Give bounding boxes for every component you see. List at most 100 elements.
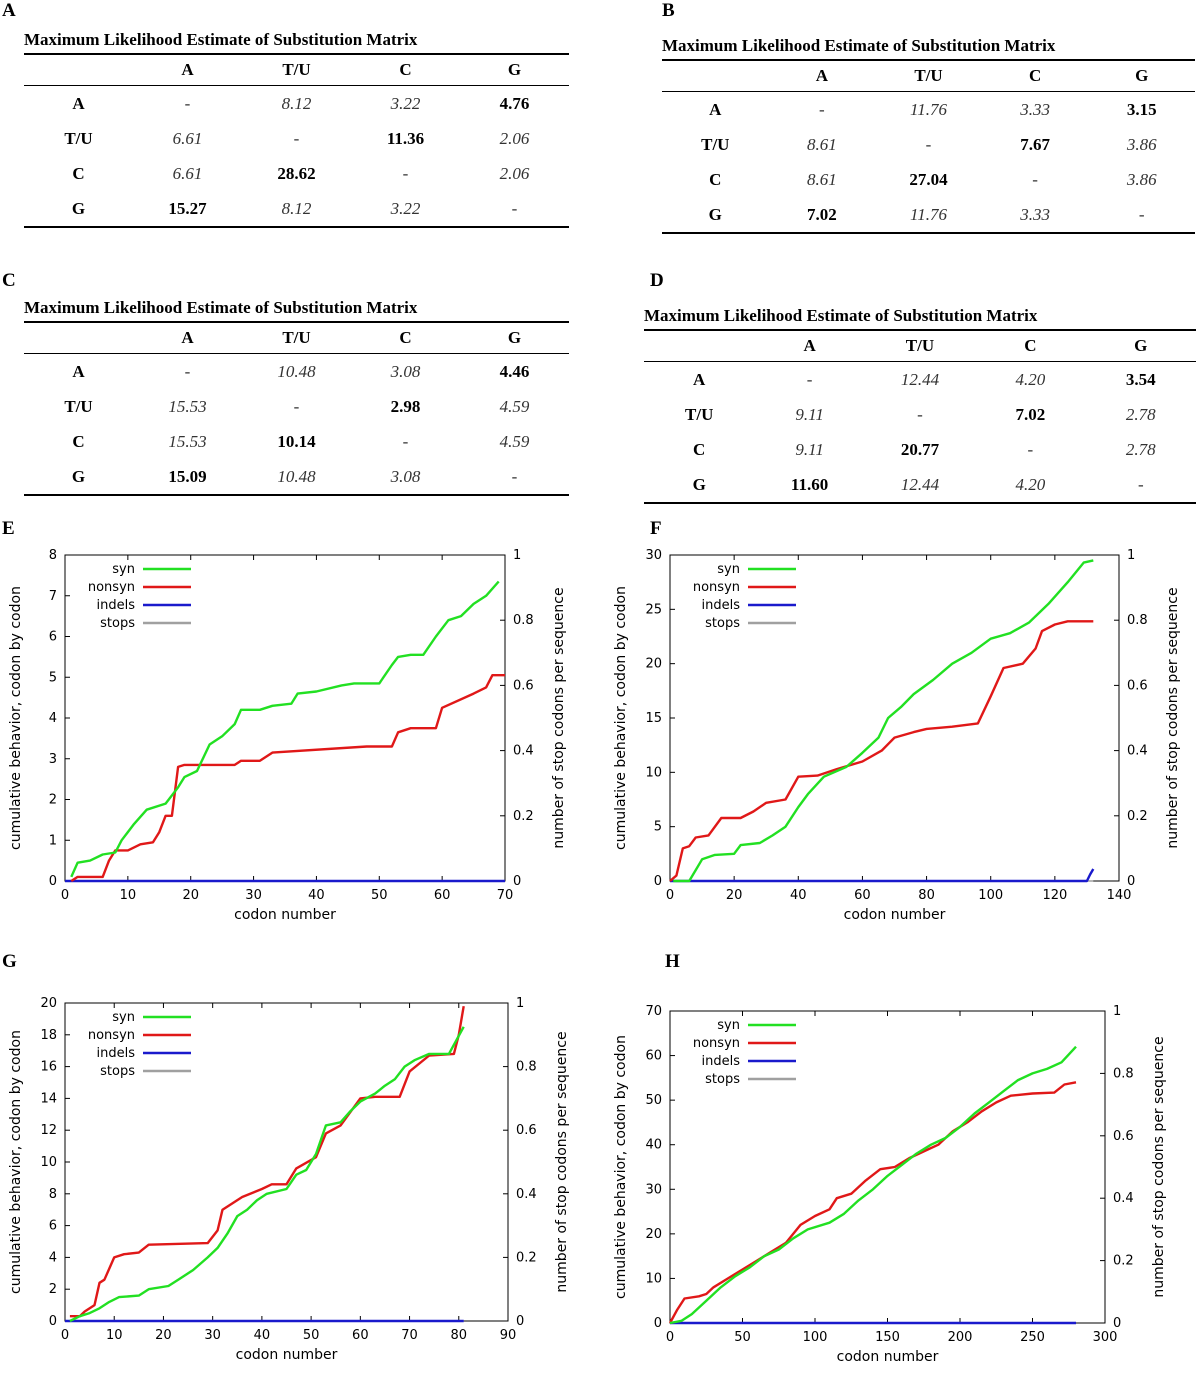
panel-letter-a: A bbox=[2, 0, 16, 21]
substitution-table-b: Maximum Likelihood Estimate of Substitut… bbox=[662, 36, 1195, 234]
cell: 9.11 bbox=[795, 439, 824, 459]
y-tick-label: 6 bbox=[49, 1219, 57, 1234]
x-tick-label: 10 bbox=[106, 1328, 123, 1343]
cell: 4.59 bbox=[499, 396, 530, 416]
col-header bbox=[24, 323, 133, 354]
table-top-rule bbox=[644, 329, 1196, 331]
cell: 8.12 bbox=[281, 198, 312, 218]
legend-label: nonsyn bbox=[693, 580, 740, 595]
chart-f-svg: 0 20 40 60 80 100 120 14005101520253000.20.40.6… bbox=[613, 548, 1181, 923]
cell: - bbox=[1138, 204, 1145, 224]
y-tick-label: 16 bbox=[40, 1060, 57, 1075]
cell: 15.09 bbox=[168, 466, 207, 486]
matrix: A T/U C G A - 12.44 4.20 3.54 T/U 9.11 -… bbox=[644, 331, 1196, 502]
y2-tick-label: 0.8 bbox=[516, 1060, 537, 1075]
row-label: T/U bbox=[701, 134, 730, 154]
cell: - bbox=[184, 361, 191, 381]
x-tick-label: 20 bbox=[155, 1328, 172, 1343]
x-tick-label: 90 bbox=[500, 1328, 517, 1343]
chart-f: 0 20 40 60 80 100 120 140 0 5 10 15 20 25 30 0 0.2 0.4 0.6… bbox=[600, 545, 1200, 950]
cell: - bbox=[1137, 474, 1144, 494]
row-label: G bbox=[71, 198, 86, 218]
chart-g-svg: 0 10 20 30 40 50 60 70 80 900246810121416182000.2… bbox=[8, 996, 570, 1363]
matrix: A T/U C G A - 10.48 3.08 4.46 T/U 15.53 … bbox=[24, 323, 569, 494]
table-row: A - 11.76 3.33 3.15 bbox=[662, 92, 1195, 128]
y2-tick-label: 0.2 bbox=[1127, 809, 1148, 824]
x-axis-label: codon number bbox=[234, 907, 336, 923]
row-label: C bbox=[72, 163, 85, 183]
y2-tick-label: 0.2 bbox=[516, 1250, 537, 1265]
cell: 2.98 bbox=[390, 396, 421, 416]
legend-label: stops bbox=[100, 616, 135, 631]
x-tick-label: 60 bbox=[352, 1328, 369, 1343]
panel-letter-b: B bbox=[662, 0, 675, 21]
x-tick-label: 70 bbox=[497, 888, 514, 903]
cell: - bbox=[806, 369, 813, 389]
table-row: T/U 8.61 - 7.67 3.86 bbox=[662, 127, 1195, 162]
y-tick-label: 30 bbox=[645, 548, 662, 563]
cell: 11.60 bbox=[790, 474, 829, 494]
chart-e: 0 10 20 30 40 50 60 70 0 1 2 3 4 5 6 7 8 0 0.2 0.4 0.6 0.8 1 co… bbox=[0, 545, 600, 950]
col-header bbox=[644, 331, 754, 362]
x-tick-label: 20 bbox=[182, 888, 199, 903]
x-tick-label: 50 bbox=[371, 888, 388, 903]
cell: 27.04 bbox=[909, 169, 948, 189]
y-tick-label: 18 bbox=[40, 1028, 57, 1043]
row-label: T/U bbox=[64, 128, 93, 148]
legend-label: stops bbox=[705, 616, 740, 631]
row-label: A bbox=[72, 93, 85, 113]
x-tick-label: 140 bbox=[1107, 888, 1132, 903]
x-tick-label: 50 bbox=[734, 1330, 751, 1345]
cell: - bbox=[293, 396, 300, 416]
table-title: Maximum Likelihood Estimate of Substitut… bbox=[24, 298, 418, 317]
x-tick-label: 0 bbox=[61, 888, 69, 903]
y2-tick-label: 0 bbox=[1113, 1316, 1121, 1331]
cell: 2.06 bbox=[499, 128, 530, 148]
col-header: T/U bbox=[914, 66, 943, 85]
series-line-nonsyn bbox=[668, 1081, 1077, 1324]
x-axis-label: codon number bbox=[844, 907, 946, 923]
cell: 4.59 bbox=[499, 431, 530, 451]
y2-axis-label: number of stop codons per sequence bbox=[554, 1031, 570, 1292]
y-tick-label: 12 bbox=[40, 1123, 57, 1138]
table-row: C 9.11 20.77 - 2.78 bbox=[644, 432, 1196, 467]
panel-letter-c: C bbox=[2, 270, 16, 291]
y2-tick-label: 0 bbox=[513, 874, 521, 889]
y2-tick-label: 1 bbox=[513, 548, 521, 563]
y2-axis-label: number of stop codons per sequence bbox=[551, 587, 567, 848]
cell: 2.78 bbox=[1125, 439, 1156, 459]
table-row: G 15.09 10.48 3.08 - bbox=[24, 459, 569, 494]
chart-e-svg: 0 10 20 30 40 50 60 7001234567800.20.40.60.81co… bbox=[8, 548, 567, 923]
row-label: A bbox=[693, 369, 706, 389]
x-tick-label: 0 bbox=[666, 1330, 674, 1345]
table-row: A - 12.44 4.20 3.54 bbox=[644, 362, 1196, 398]
matrix: A T/U C G A - 11.76 3.33 3.15 T/U 8.61 -… bbox=[662, 61, 1195, 232]
y-tick-label: 10 bbox=[645, 1271, 662, 1286]
col-header: G bbox=[507, 328, 522, 347]
cell: 3.33 bbox=[1020, 204, 1050, 224]
cell: 3.08 bbox=[390, 361, 421, 381]
x-tick-label: 40 bbox=[254, 1328, 271, 1343]
cell: - bbox=[511, 466, 518, 486]
table-top-rule bbox=[24, 321, 569, 323]
col-header: C bbox=[1024, 336, 1037, 355]
col-header: T/U bbox=[282, 328, 311, 347]
col-header: C bbox=[399, 60, 412, 79]
x-tick-label: 40 bbox=[790, 888, 807, 903]
x-tick-label: 20 bbox=[726, 888, 743, 903]
x-tick-label: 10 bbox=[120, 888, 137, 903]
cell: 2.78 bbox=[1125, 404, 1156, 424]
legend-label: indels bbox=[97, 1046, 136, 1061]
panel-letter-h: H bbox=[665, 951, 680, 972]
cell: 3.86 bbox=[1126, 134, 1157, 154]
y2-tick-label: 0.8 bbox=[1113, 1066, 1134, 1081]
cell: 8.61 bbox=[807, 169, 837, 189]
x-axis-label: codon number bbox=[236, 1347, 338, 1363]
cell: 9.11 bbox=[795, 404, 824, 424]
col-header: C bbox=[399, 328, 412, 347]
y2-tick-label: 0.6 bbox=[516, 1123, 537, 1138]
substitution-table-a: Maximum Likelihood Estimate of Substitut… bbox=[24, 30, 569, 228]
y2-tick-label: 0.4 bbox=[1127, 744, 1148, 759]
x-axis-label: codon number bbox=[837, 1349, 939, 1365]
cell: 11.36 bbox=[386, 128, 425, 148]
